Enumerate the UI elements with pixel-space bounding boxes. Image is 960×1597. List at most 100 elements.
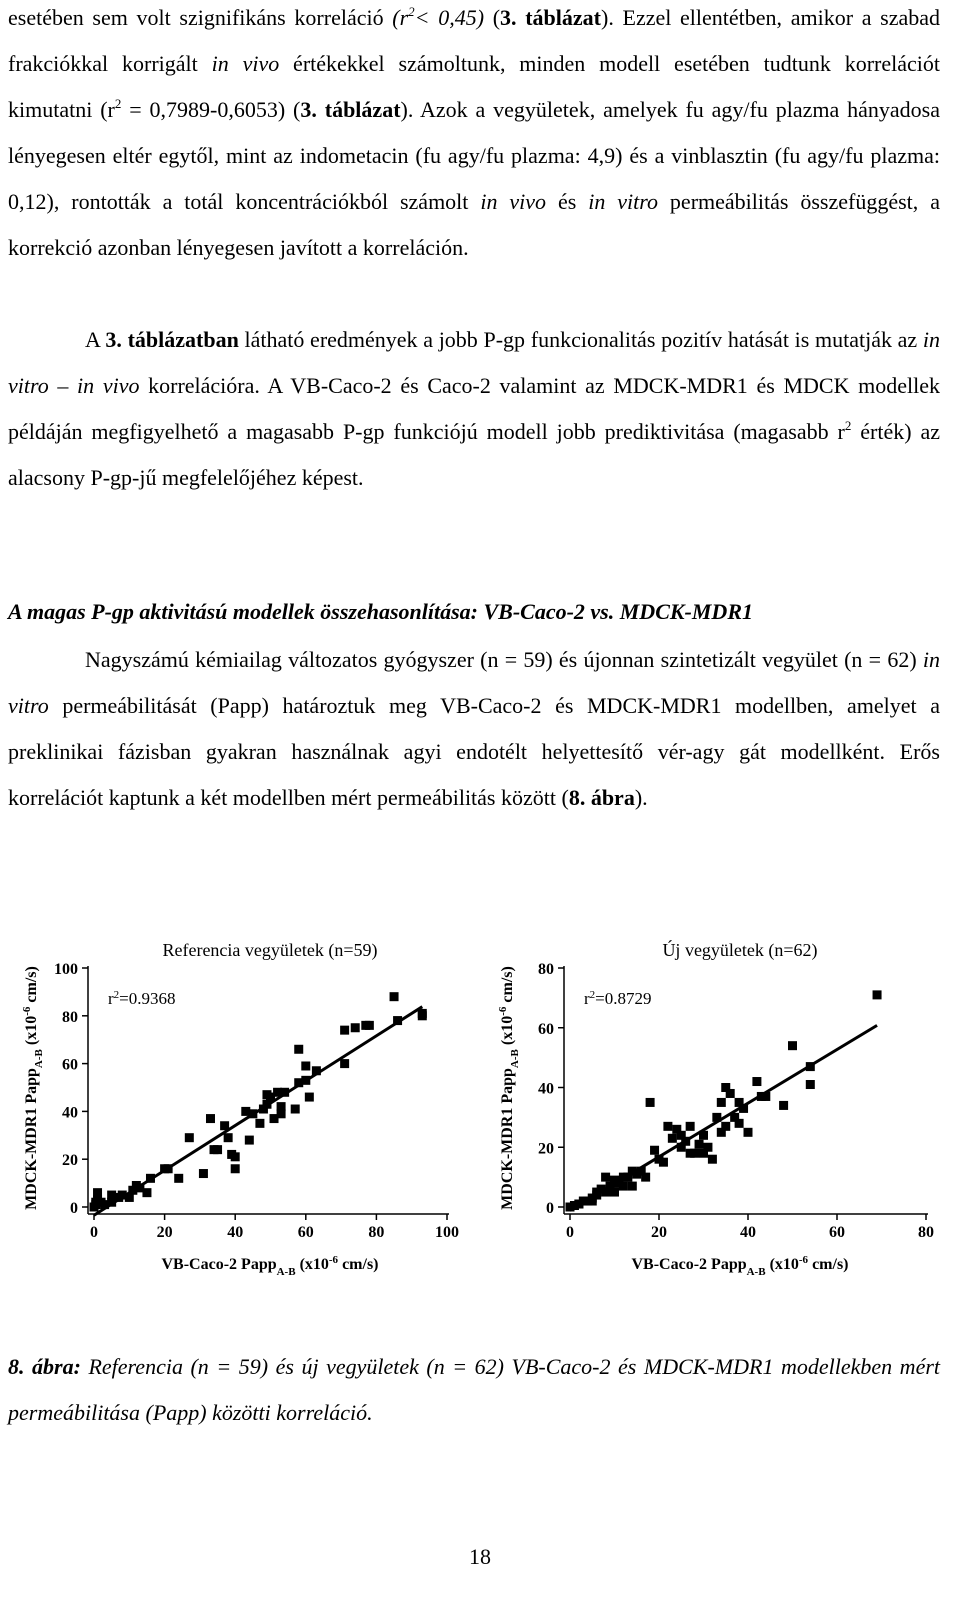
point [198, 1169, 208, 1179]
point [244, 1135, 254, 1145]
point [248, 1109, 258, 1119]
annotation-part: 2 [590, 989, 596, 1001]
point [280, 1087, 290, 1097]
point [721, 1121, 731, 1131]
y-axis-label-part: (x10 [499, 1016, 516, 1049]
point [641, 1172, 651, 1182]
point [266, 1092, 275, 1102]
point [340, 1025, 350, 1035]
page-number: 18 [469, 1544, 491, 1569]
y-tick-label: 20 [62, 1152, 78, 1169]
x-axis-label-part: A-B [747, 1266, 767, 1278]
point [734, 1118, 744, 1128]
point [160, 1164, 170, 1174]
point [752, 1077, 762, 1087]
y-axis-label-part: -6 [21, 1006, 33, 1016]
x-axis-label-part: -6 [329, 1254, 339, 1266]
annotation: r2=0.8729 [584, 989, 652, 1008]
x-axis-label-part: cm/s) [808, 1256, 848, 1273]
x-tick-label: 20 [157, 1224, 173, 1241]
point [301, 1075, 311, 1085]
text-run: in vitro [588, 189, 658, 214]
text-run: 3. táblázat [300, 97, 401, 122]
point [294, 1078, 304, 1088]
text-run: in vitro – in vivo [8, 327, 940, 398]
point [124, 1192, 134, 1202]
point [699, 1148, 708, 1158]
text-run: 3. táblázatban [105, 327, 239, 352]
chart-title: Új vegyületek (n=62) [662, 939, 817, 961]
point [636, 1166, 646, 1176]
point [650, 1145, 660, 1155]
x-axis-label-part: VB-Caco-2 Papp [632, 1256, 747, 1273]
text-run: permeábilitását (Papp) határoztuk meg VB… [8, 693, 940, 810]
point [107, 1190, 117, 1200]
point [739, 1103, 749, 1113]
point [142, 1188, 152, 1198]
point [788, 1041, 797, 1051]
point [107, 1197, 117, 1207]
y-axis-label-part: A-B [509, 1048, 521, 1068]
y-axis-label: MDCK-MDR1 PappA-B (x10-6 cm/s) [497, 966, 521, 1210]
point [91, 1200, 101, 1210]
y-tick-label: 80 [62, 1009, 78, 1026]
point [601, 1172, 611, 1182]
y-axis-label-part: A-B [33, 1048, 45, 1068]
point [393, 1016, 403, 1026]
annotation-part: =0.9368 [119, 989, 175, 1008]
x-axis-label-part: (x10 [766, 1256, 799, 1273]
point [743, 1127, 753, 1137]
point [276, 1102, 286, 1112]
chart-title: Referencia vegyületek (n=59) [162, 940, 377, 961]
x-axis-label: VB-Caco-2 PappA-B (x10-6 cm/s) [162, 1254, 379, 1278]
point [592, 1187, 602, 1197]
point [145, 1173, 155, 1183]
y-axis-label-part: (x10 [23, 1016, 40, 1049]
point [707, 1154, 717, 1164]
paragraph: esetében sem volt szignifikáns korreláci… [8, 0, 940, 271]
point [389, 992, 399, 1002]
point [220, 1121, 230, 1131]
text-run: in vivo [211, 51, 280, 76]
point [654, 1154, 664, 1164]
y-tick-label: 0 [546, 1200, 554, 1217]
point [730, 1112, 740, 1122]
point [618, 1181, 628, 1191]
text-run: és [546, 189, 589, 214]
heading: A magas P-gp aktivitású modellek összeha… [8, 589, 940, 635]
x-axis-label-part: A-B [277, 1266, 297, 1278]
point [716, 1097, 726, 1107]
point [779, 1100, 789, 1110]
point [605, 1181, 615, 1191]
text-run: ). Azok a vegyületek, amelyek fu agy/fu … [8, 97, 940, 214]
point [364, 1020, 374, 1030]
paragraph: Nagyszámú kémiailag változatos gyógyszer… [8, 637, 940, 821]
point [734, 1097, 744, 1107]
text-run: korrelációra. A VB-Caco-2 és Caco-2 vala… [8, 373, 940, 444]
text-run: (r [392, 5, 409, 30]
text-run: 8. ábra: [8, 1354, 81, 1379]
point [417, 1008, 427, 1018]
x-axis-label-part: (x10 [296, 1256, 329, 1273]
point [610, 1187, 619, 1197]
x-tick-label: 100 [435, 1224, 459, 1241]
point [311, 1066, 321, 1076]
x-tick-label: 60 [829, 1224, 845, 1241]
point [663, 1121, 673, 1131]
text-run: < 0,45) [414, 5, 485, 30]
point [213, 1145, 223, 1155]
point [872, 990, 882, 1000]
x-tick-label: 20 [651, 1224, 667, 1241]
text-run: in vivo [480, 189, 547, 214]
point [601, 1187, 611, 1197]
text-run: Referencia (n = 59) és új vegyületek (n … [8, 1354, 941, 1425]
point [699, 1130, 708, 1140]
point [676, 1142, 686, 1152]
x-axis-label-part: VB-Caco-2 Papp [162, 1256, 277, 1273]
point [712, 1112, 722, 1122]
point [627, 1181, 637, 1191]
x-tick-label: 40 [740, 1224, 756, 1241]
point [273, 1087, 283, 1097]
point [703, 1142, 713, 1152]
point [716, 1127, 726, 1137]
